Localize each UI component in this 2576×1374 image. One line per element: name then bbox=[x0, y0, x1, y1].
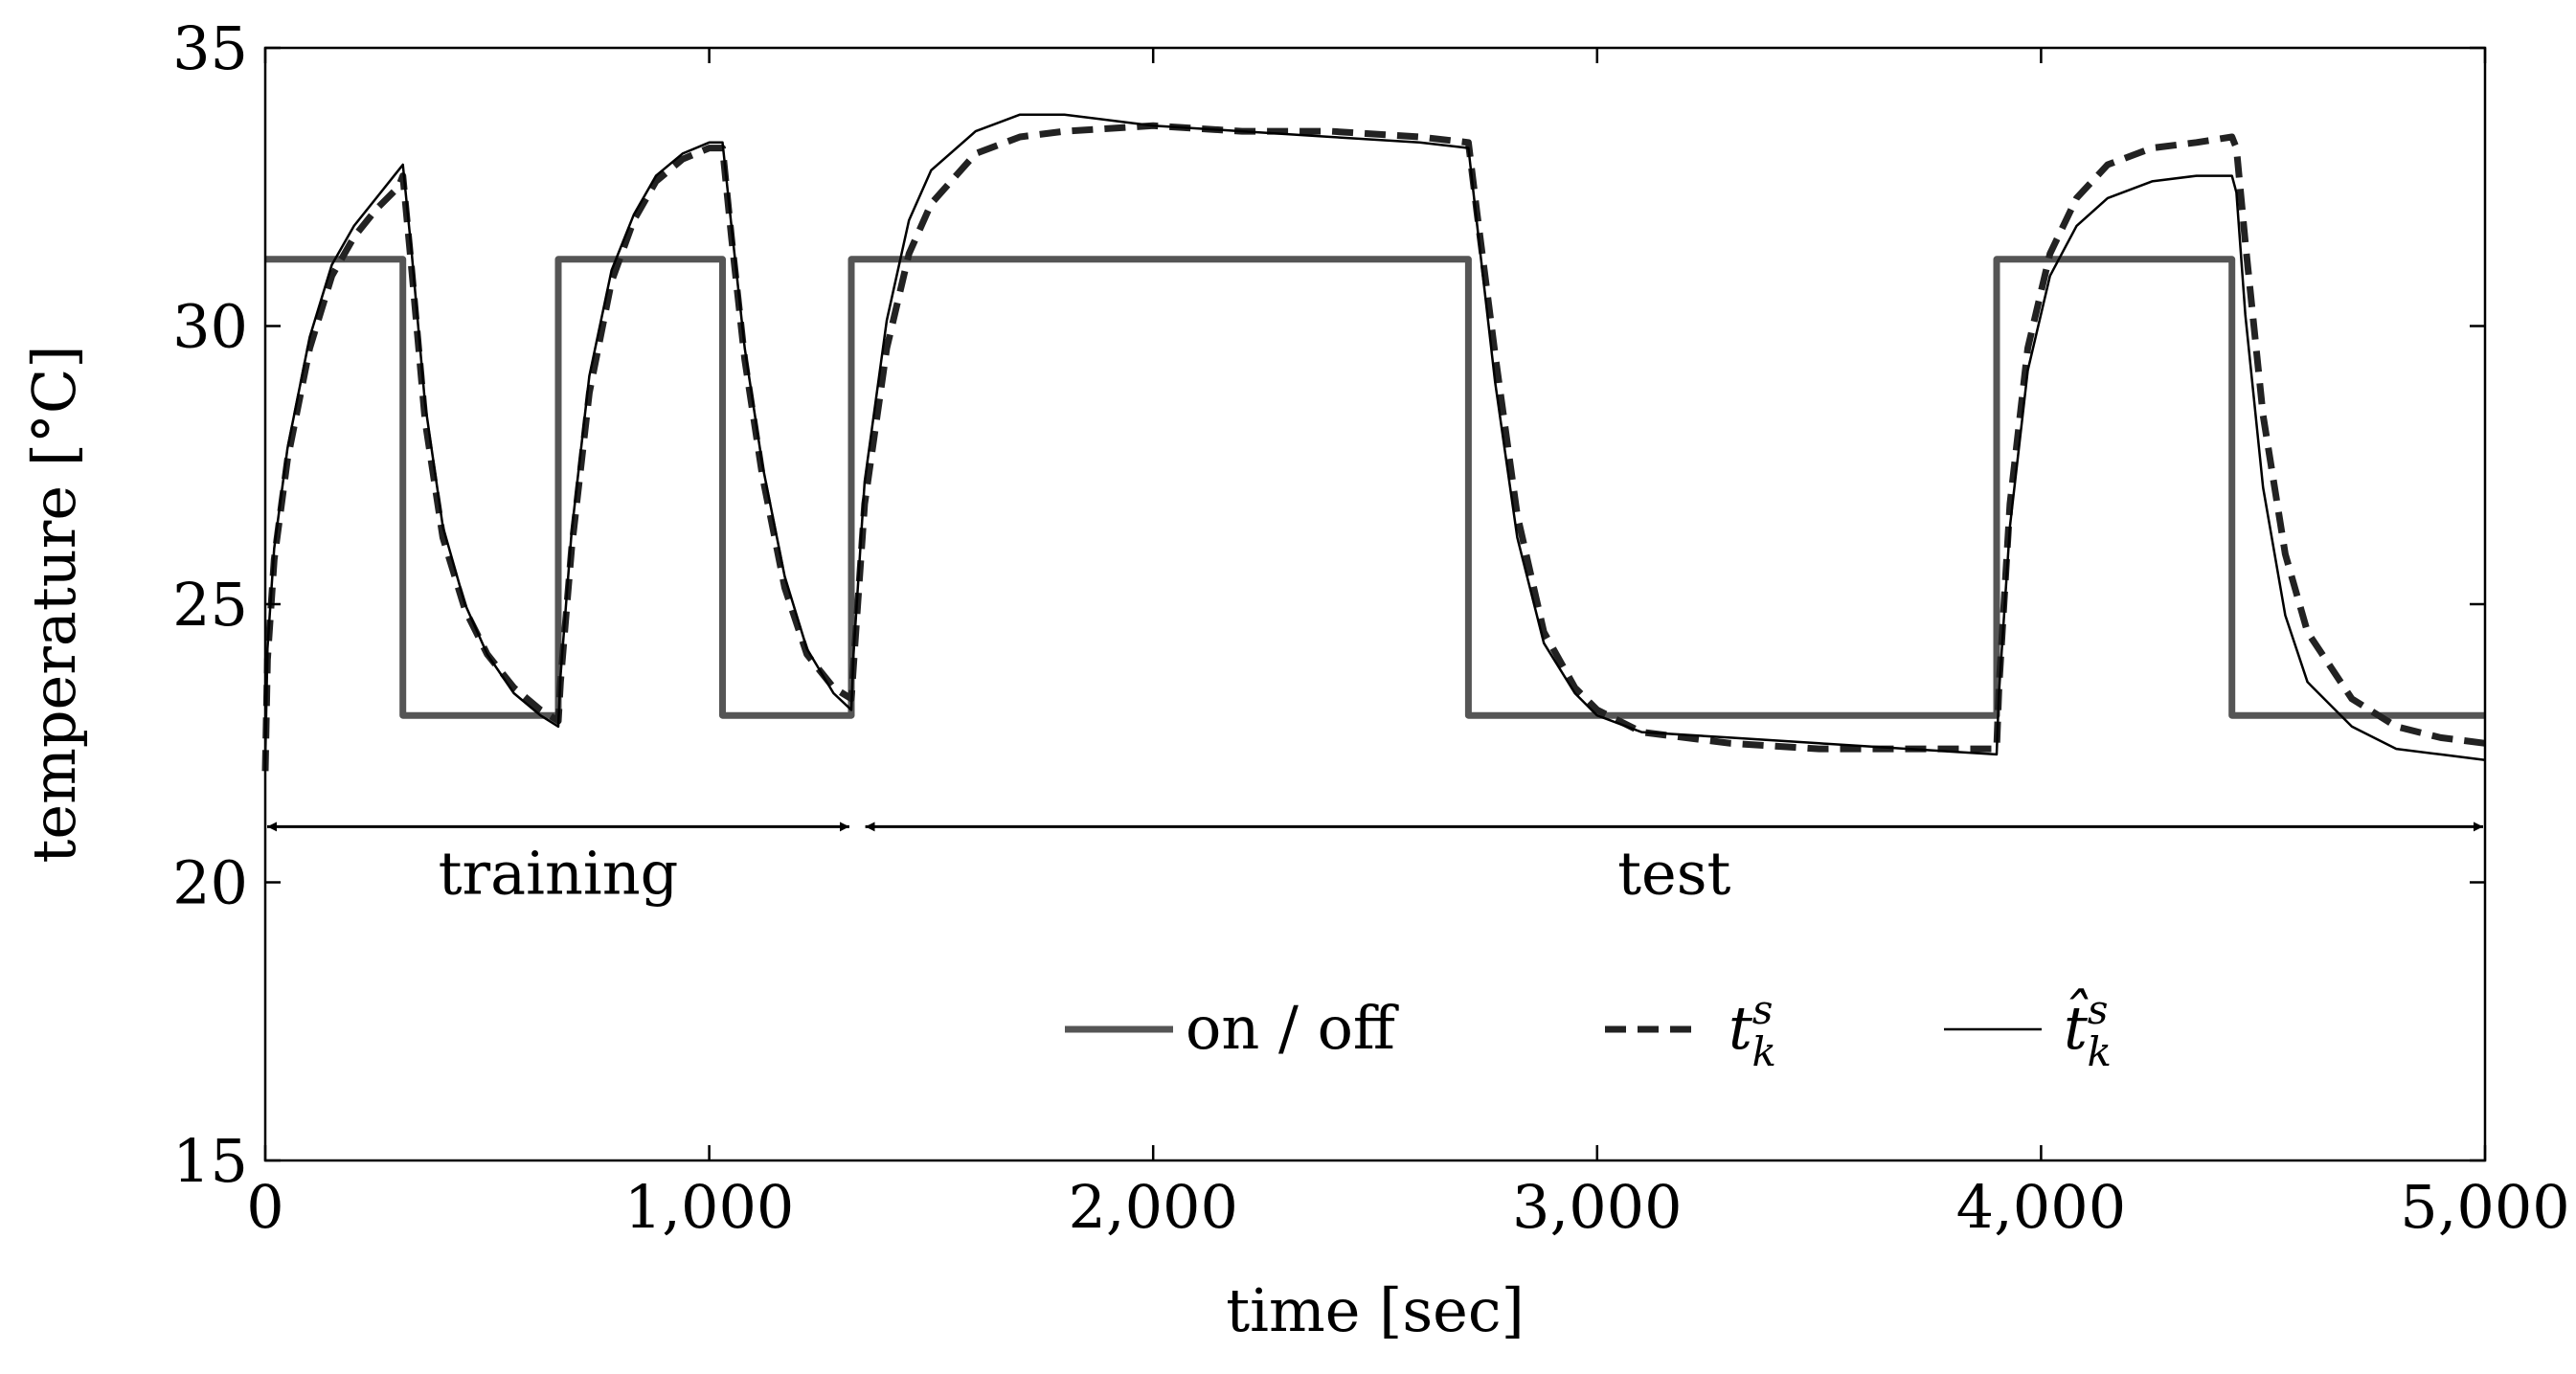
x-tick-label: 4,000 bbox=[1956, 1172, 2127, 1242]
x-axis-label: time [sec] bbox=[1226, 1275, 1525, 1345]
x-tick-label: 5,000 bbox=[2400, 1172, 2570, 1242]
y-tick-label: 15 bbox=[172, 1126, 248, 1196]
y-tick-label: 20 bbox=[172, 848, 248, 918]
legend-label-measured: ts k bbox=[1729, 986, 1776, 1075]
ticks-layer: 0 1,000 2,000 3,000 4,000 5,000 15 20 25 30 35 bbox=[172, 13, 2570, 1242]
annotation-label-training: training bbox=[439, 838, 679, 908]
legend-label-estimated: t̂s k bbox=[2064, 986, 2112, 1075]
y-tick-label: 25 bbox=[172, 570, 248, 640]
legend-label-on-off: on / off bbox=[1186, 993, 1399, 1063]
x-tick-label: 2,000 bbox=[1068, 1172, 1238, 1242]
legend-estimated-sup: s bbox=[2088, 986, 2109, 1033]
annotations-layer: training test bbox=[267, 822, 2483, 908]
series-line-0 bbox=[265, 256, 2485, 719]
legend-measured-base: t bbox=[1729, 993, 1752, 1063]
annotation-label-test: test bbox=[1617, 838, 1730, 908]
legend: on / off ts k t̂s k bbox=[1065, 986, 2112, 1075]
series-layer bbox=[261, 113, 2486, 772]
x-tick-label: 0 bbox=[246, 1172, 283, 1242]
legend-measured-sup: s bbox=[1752, 986, 1774, 1033]
y-tick-label: 35 bbox=[172, 13, 248, 83]
x-tick-label: 1,000 bbox=[624, 1172, 795, 1242]
legend-estimated-base: t̂ bbox=[2064, 988, 2089, 1063]
x-tick-label: 3,000 bbox=[1512, 1172, 1683, 1242]
legend-estimated-sub: k bbox=[2087, 1028, 2111, 1075]
y-axis-label: temperature [°C] bbox=[19, 345, 89, 863]
y-tick-label: 30 bbox=[172, 292, 248, 362]
series-line-2 bbox=[263, 113, 2486, 761]
series-line-1 bbox=[261, 122, 2486, 772]
legend-measured-sub: k bbox=[1751, 1028, 1775, 1075]
